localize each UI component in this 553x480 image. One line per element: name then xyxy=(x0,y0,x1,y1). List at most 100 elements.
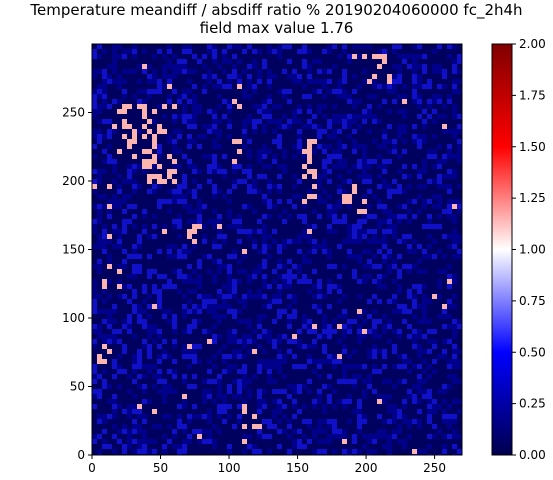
field-cell xyxy=(172,149,177,154)
field-cell xyxy=(347,364,352,369)
field-cell xyxy=(177,289,182,294)
field-cell xyxy=(332,119,337,124)
field-cell xyxy=(452,219,457,224)
field-cell xyxy=(277,309,282,314)
field-cell xyxy=(252,274,257,279)
field-cell xyxy=(442,154,447,159)
field-cell xyxy=(182,399,187,404)
field-cell xyxy=(262,364,267,369)
field-cell xyxy=(182,354,187,359)
field-cell xyxy=(262,259,267,264)
field-cell xyxy=(107,259,112,264)
field-cell xyxy=(162,229,167,234)
field-cell xyxy=(217,234,222,239)
field-cell xyxy=(332,134,337,139)
field-cell xyxy=(352,364,357,369)
field-cell xyxy=(287,74,292,79)
field-cell xyxy=(122,444,127,449)
field-cell xyxy=(122,219,127,224)
field-cell xyxy=(172,389,177,394)
field-cell xyxy=(97,84,102,89)
field-cell xyxy=(142,164,147,169)
field-cell xyxy=(422,169,427,174)
field-cell xyxy=(272,359,277,364)
field-cell xyxy=(137,129,142,134)
field-cell xyxy=(162,179,167,184)
field-cell xyxy=(412,134,417,139)
field-cell xyxy=(232,224,237,229)
field-cell xyxy=(417,424,422,429)
field-cell xyxy=(302,229,307,234)
field-cell xyxy=(217,314,222,319)
field-cell xyxy=(377,199,382,204)
field-cell xyxy=(157,174,162,179)
field-cell xyxy=(452,109,457,114)
field-cell xyxy=(152,189,157,194)
field-cell xyxy=(262,404,267,409)
field-cell xyxy=(127,429,132,434)
field-cell xyxy=(312,429,317,434)
field-cell xyxy=(282,239,287,244)
field-cell xyxy=(397,284,402,289)
field-cell xyxy=(427,299,432,304)
field-cell xyxy=(427,389,432,394)
field-cell xyxy=(342,89,347,94)
field-cell xyxy=(302,204,307,209)
field-cell xyxy=(147,354,152,359)
field-cell xyxy=(447,54,452,59)
field-cell xyxy=(337,299,342,304)
field-cell xyxy=(152,144,157,149)
field-cell xyxy=(137,244,142,249)
field-cell xyxy=(442,419,447,424)
field-cell xyxy=(387,89,392,94)
field-cell xyxy=(422,164,427,169)
field-cell xyxy=(152,339,157,344)
field-cell xyxy=(232,314,237,319)
field-cell xyxy=(222,154,227,159)
field-cell xyxy=(187,124,192,129)
field-cell xyxy=(207,409,212,414)
field-cell xyxy=(137,354,142,359)
field-cell xyxy=(402,309,407,314)
field-cell xyxy=(102,319,107,324)
field-cell xyxy=(427,234,432,239)
field-cell xyxy=(267,449,272,454)
field-cell xyxy=(137,429,142,434)
field-cell xyxy=(237,379,242,384)
field-cell xyxy=(217,264,222,269)
field-cell xyxy=(137,239,142,244)
field-cell xyxy=(437,204,442,209)
field-cell xyxy=(312,149,317,154)
field-cell xyxy=(257,319,262,324)
field-cell xyxy=(417,169,422,174)
field-cell xyxy=(442,414,447,419)
field-cell xyxy=(242,384,247,389)
field-cell xyxy=(262,294,267,299)
field-cell xyxy=(282,334,287,339)
field-cell xyxy=(152,54,157,59)
field-cell xyxy=(387,299,392,304)
field-cell xyxy=(177,69,182,74)
field-cell xyxy=(237,44,242,49)
field-cell xyxy=(297,239,302,244)
x-tick-label: 200 xyxy=(355,461,378,475)
field-cell xyxy=(92,134,97,139)
field-cell xyxy=(102,309,107,314)
field-cell xyxy=(452,419,457,424)
field-cell xyxy=(212,209,217,214)
field-cell xyxy=(107,214,112,219)
field-cell xyxy=(282,209,287,214)
field-cell xyxy=(207,389,212,394)
field-cell xyxy=(267,79,272,84)
field-cell xyxy=(152,289,157,294)
field-cell xyxy=(302,214,307,219)
field-cell xyxy=(322,164,327,169)
field-cell xyxy=(447,424,452,429)
field-cell xyxy=(402,189,407,194)
field-cell xyxy=(232,379,237,384)
field-cell xyxy=(447,94,452,99)
field-cell xyxy=(92,389,97,394)
field-cell xyxy=(257,314,262,319)
field-cell xyxy=(157,144,162,149)
field-cell xyxy=(362,179,367,184)
